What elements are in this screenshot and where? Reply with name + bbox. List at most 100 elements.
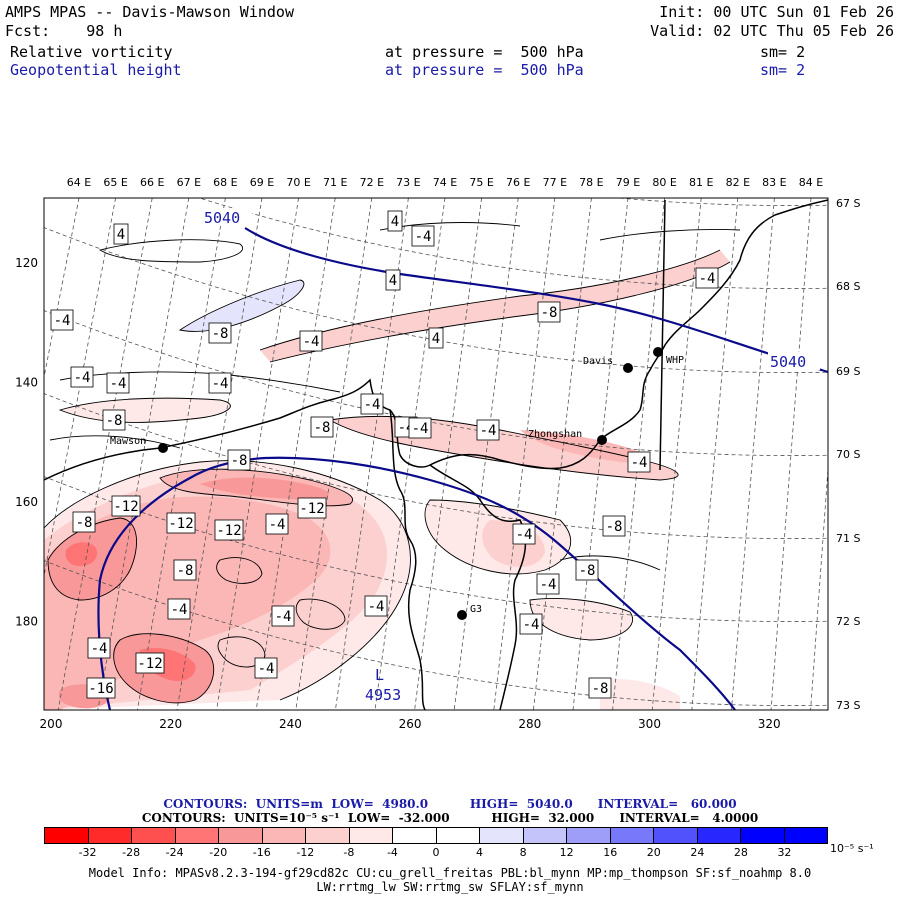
station-zhongshan-dot bbox=[597, 435, 607, 445]
vorticity-label: -4 bbox=[299, 330, 323, 352]
colorbar-bin bbox=[174, 828, 218, 843]
vorticity-label: -4 bbox=[512, 523, 536, 545]
y-tick-label: 120 bbox=[15, 256, 38, 270]
field1-smoothing: sm= 2 bbox=[760, 43, 806, 61]
vorticity-label-text: -8 bbox=[177, 563, 194, 579]
vorticity-label: 4 bbox=[113, 223, 129, 245]
vorticity-label-text: -8 bbox=[314, 420, 331, 436]
colorbar-bin bbox=[435, 828, 479, 843]
longitude-label: 84 E bbox=[798, 176, 824, 189]
vorticity-label-text: -4 bbox=[212, 376, 229, 392]
vorticity-label: 4 bbox=[385, 269, 401, 291]
vorticity-label: -4 bbox=[536, 573, 560, 595]
longitude-label: 72 E bbox=[359, 176, 385, 189]
longitude-label: 78 E bbox=[579, 176, 604, 189]
latitude-labels: 67 S 68 S 69 S 70 S 71 S 72 S 73 S bbox=[836, 197, 860, 712]
colorbar-tick: -4 bbox=[386, 846, 398, 859]
colorbar-tick: -28 bbox=[122, 846, 141, 859]
vorticity-label-text: -4 bbox=[275, 609, 292, 625]
longitude-label: 70 E bbox=[286, 176, 311, 189]
colorbar-bin bbox=[305, 828, 349, 843]
vorticity-labels: 4 -444 -4-8-4-8 4-4-4 -4 -4-4-8 -8 -4 -4-4-8-12-… bbox=[50, 210, 719, 699]
longitude-label: 83 E bbox=[762, 176, 787, 189]
height-label-5040-west: 5040 bbox=[204, 209, 240, 227]
vorticity-label: -4 bbox=[167, 598, 191, 620]
vorticity-label: -8 bbox=[227, 449, 251, 471]
colorbar-tick: 20 bbox=[646, 846, 661, 859]
longitude-label: 80 E bbox=[652, 176, 677, 189]
vorticity-label: -8 bbox=[102, 409, 126, 431]
vorticity-label-text: -12 bbox=[299, 501, 324, 517]
colorbar-tick: 24 bbox=[690, 846, 705, 859]
vorticity-label-text: -4 bbox=[110, 376, 127, 392]
colorbar-tick: -32 bbox=[78, 846, 97, 859]
longitude-label: 77 E bbox=[542, 176, 568, 189]
colorbar-tick: 16 bbox=[603, 846, 618, 859]
vorticity-contours bbox=[44, 222, 741, 704]
vorticity-label: -4 bbox=[695, 267, 719, 289]
vorticity-label-text: -4 bbox=[258, 661, 275, 677]
latitude-label: 73 S bbox=[836, 699, 860, 712]
colorbar-bin bbox=[348, 828, 392, 843]
colorbar-bin bbox=[783, 828, 827, 843]
vorticity-label: -12 bbox=[214, 519, 244, 541]
y-tick-label: 160 bbox=[15, 495, 38, 509]
field2-level: at pressure = 500 hPa bbox=[385, 61, 584, 79]
station-zhongshan-label: Zhongshan bbox=[528, 429, 582, 440]
x-tick-label: 260 bbox=[399, 717, 422, 731]
x-tick-label: 200 bbox=[40, 717, 63, 731]
longitude-label: 68 E bbox=[213, 176, 238, 189]
colorbar-bin bbox=[740, 828, 784, 843]
longitude-labels: 64 E 65 E 66 E 67 E 68 E 69 E 70 E 71 E 72 E 73 E… bbox=[0, 176, 900, 190]
map-plot-area: 4 -444 -4-8-4-8 4-4-4 -4 -4-4-8 -8 -4 -4-4-8-12-… bbox=[44, 198, 828, 710]
valid-time: Valid: 02 UTC Thu 05 Feb 26 bbox=[650, 22, 894, 40]
x-tick-label: 220 bbox=[159, 717, 182, 731]
vorticity-label-text: -12 bbox=[113, 499, 138, 515]
field1-level: at pressure = 500 hPa bbox=[385, 43, 584, 61]
colorbar-bin bbox=[522, 828, 566, 843]
vorticity-label: 4 bbox=[428, 327, 444, 349]
colorbar-tick-labels: -32 -28 -24 -20 -16 -12 -8 -4 0 4 8 12 16 20 24 28 32 10⁻… bbox=[0, 842, 900, 860]
colorbar-bin bbox=[609, 828, 653, 843]
colorbar-tick: -12 bbox=[296, 846, 315, 859]
vorticity-label-text: -4 bbox=[540, 577, 557, 593]
longitude-label: 81 E bbox=[688, 176, 714, 189]
longitude-label: 74 E bbox=[432, 176, 458, 189]
vorticity-label-text: -4 bbox=[171, 602, 188, 618]
vorticity-label: -8 bbox=[575, 559, 599, 581]
vorticity-label-text: -8 bbox=[541, 305, 558, 321]
longitude-label: 69 E bbox=[249, 176, 275, 189]
vorticity-label: -8 bbox=[602, 515, 626, 537]
colorbar-tick: -8 bbox=[343, 846, 355, 859]
model-info-line2: LW:rrtmg_lw SW:rrtmg_sw SFLAY:sf_mynn bbox=[316, 880, 584, 894]
colorbar-bin bbox=[479, 828, 523, 843]
model-info-line1: Model Info: MPASv8.2.3-194-gf29cd82c CU:… bbox=[88, 866, 812, 880]
vorticity-label: -4 bbox=[70, 366, 94, 388]
vorticity-label-text: -4 bbox=[480, 423, 497, 439]
y-axis-ticks: 120 140 160 180 bbox=[15, 256, 38, 629]
vorticity-label-text: 4 bbox=[391, 214, 399, 230]
vorticity-label: -8 bbox=[72, 511, 96, 533]
x-tick-label: 320 bbox=[758, 717, 781, 731]
station-whp-dot bbox=[653, 347, 663, 357]
vorticity-label: -16 bbox=[86, 677, 116, 699]
colorbar-tick: 32 bbox=[777, 846, 792, 859]
plot-border bbox=[43, 197, 829, 711]
vorticity-label: -4 bbox=[364, 595, 388, 617]
station-whp-label: WHP bbox=[666, 355, 684, 366]
latitude-label: 68 S bbox=[836, 280, 860, 293]
longitude-label: 73 E bbox=[396, 176, 421, 189]
vorticity-label: -8 bbox=[208, 322, 232, 344]
vorticity-label: -4 bbox=[360, 393, 384, 415]
vorticity-label-text: -8 bbox=[579, 563, 596, 579]
station-davis-label: Davis bbox=[583, 356, 613, 367]
colorbar-tick: -24 bbox=[165, 846, 184, 859]
colorbar-tick: 0 bbox=[432, 846, 440, 859]
longitude-label: 65 E bbox=[103, 176, 128, 189]
vorticity-label: -4 bbox=[208, 372, 232, 394]
vorticity-label: -4 bbox=[476, 419, 500, 441]
longitude-label: 82 E bbox=[725, 176, 751, 189]
vorticity-label-text: -4 bbox=[269, 517, 286, 533]
vorticity-label-text: -4 bbox=[54, 313, 71, 329]
